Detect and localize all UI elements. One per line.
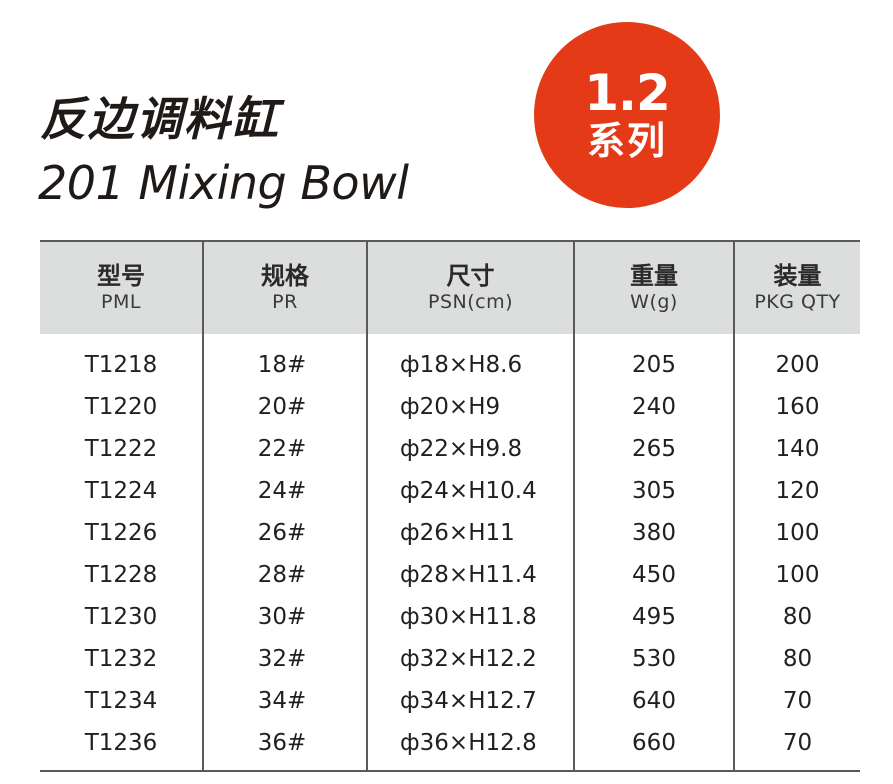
cell-pkg-qty: 80 [782,646,813,672]
header-size-cn: 尺寸 [446,262,495,291]
cell-size: ф34×H12.7 [400,688,537,714]
cell-spec: 26# [257,520,307,546]
cell-pkg-qty: 70 [782,688,813,714]
cell-size: ф24×H10.4 [400,478,537,504]
series-badge: 1.2 系列 [534,22,720,208]
cell-pkg-qty: 100 [775,562,820,588]
header-weight-en: W(g) [630,291,678,313]
cell-spec: 34# [257,688,307,714]
cell-pkg-qty: 100 [775,520,820,546]
column-weight: 205 240 265 305 380 450 495 530 640 660 [573,334,733,770]
cell-weight: 450 [632,562,676,588]
cell-weight: 660 [632,730,676,756]
header-model: 型号 PML [40,242,202,334]
cell-weight: 240 [632,394,676,420]
cell-model: T1234 [84,688,158,714]
cell-size: ф32×H12.2 [400,646,537,672]
cell-model: T1218 [84,352,158,378]
series-badge-number: 1.2 [584,64,671,122]
product-title-en: 201 Mixing Bowl [38,156,409,210]
cell-pkg-qty: 80 [782,604,813,630]
header-spec: 规格 PR [202,242,366,334]
cell-spec: 24# [257,478,307,504]
header-size: 尺寸 PSN(cm) [366,242,573,334]
cell-spec: 28# [257,562,307,588]
cell-weight: 305 [632,478,676,504]
cell-size: ф36×H12.8 [400,730,537,756]
cell-spec: 20# [257,394,307,420]
cell-size: ф26×H11 [400,520,515,546]
cell-weight: 205 [632,352,676,378]
cell-size: ф30×H11.8 [400,604,537,630]
cell-model: T1228 [84,562,158,588]
cell-weight: 640 [632,688,676,714]
cell-model: T1222 [84,436,158,462]
cell-model: T1232 [84,646,158,672]
column-model: T1218 T1220 T1222 T1224 T1226 T1228 T1230 T1232… [40,334,202,770]
cell-pkg-qty: 160 [775,394,820,420]
header-model-cn: 型号 [97,262,145,291]
cell-spec: 18# [257,352,307,378]
header-weight: 重量 W(g) [573,242,733,334]
cell-pkg-qty: 70 [782,730,813,756]
header-weight-cn: 重量 [630,262,678,291]
column-size: ф18×H8.6 ф20×H9 ф22×H9.8 ф24×H10.4 ф26×H11 ф2… [366,334,573,770]
header-spec-en: PR [272,291,298,313]
spec-table-header: 型号 PML 规格 PR 尺寸 PSN(cm) 重量 W(g) 装量 PKG Q… [40,242,860,334]
cell-spec: 36# [257,730,307,756]
cell-model: T1220 [84,394,158,420]
cell-size: ф20×H9 [400,394,501,420]
column-spec: 18# 20# 22# 24# 26# 28# 30# 32# 34# 36# [202,334,366,770]
header-pkg-qty: 装量 PKG QTY [733,242,860,334]
product-title-cn: 反边调料缸 [40,92,280,146]
cell-model: T1236 [84,730,158,756]
cell-spec: 30# [257,604,307,630]
cell-pkg-qty: 140 [775,436,820,462]
header-pkg-qty-cn: 装量 [773,262,822,291]
cell-pkg-qty: 120 [775,478,820,504]
spec-table: 型号 PML 规格 PR 尺寸 PSN(cm) 重量 W(g) 装量 PKG Q… [40,240,860,772]
column-pkg-qty: 200 160 140 120 100 100 80 80 70 70 [733,334,860,770]
cell-size: ф22×H9.8 [400,436,523,462]
header-pkg-qty-en: PKG QTY [754,291,841,313]
cell-weight: 265 [632,436,676,462]
series-badge-label: 系列 [586,119,667,163]
cell-model: T1230 [84,604,158,630]
header-model-en: PML [101,291,141,313]
cell-pkg-qty: 200 [775,352,820,378]
header-spec-cn: 规格 [261,262,309,291]
spec-table-body: T1218 T1220 T1222 T1224 T1226 T1228 T1230 T1232… [40,334,860,772]
cell-weight: 530 [632,646,676,672]
header-size-en: PSN(cm) [427,291,513,313]
cell-size: ф28×H11.4 [400,562,537,588]
cell-spec: 32# [257,646,307,672]
cell-model: T1226 [84,520,158,546]
cell-weight: 495 [632,604,676,630]
cell-model: T1224 [84,478,158,504]
cell-spec: 22# [257,436,307,462]
cell-weight: 380 [632,520,676,546]
cell-size: ф18×H8.6 [400,352,523,378]
